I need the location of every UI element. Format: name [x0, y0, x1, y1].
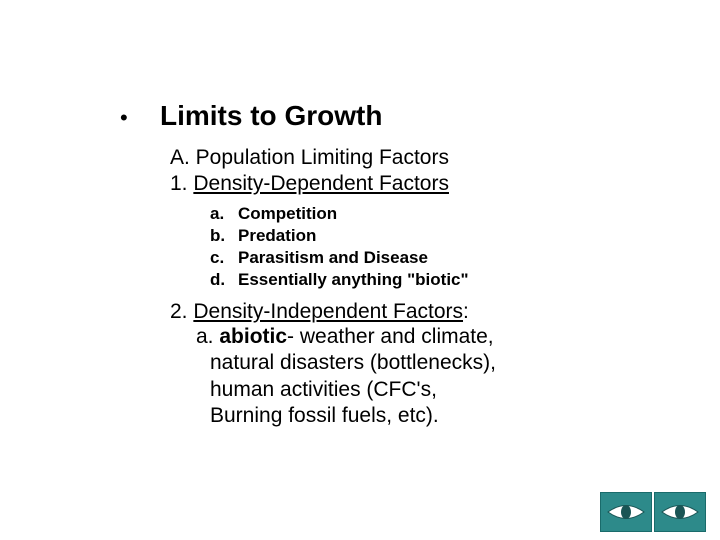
item-2a-line3: human activities (CFC's, [210, 377, 620, 403]
title-row: • Limits to Growth [110, 100, 620, 132]
sub-item: d. Essentially anything "biotic" [210, 270, 620, 290]
sub-text: Parasitism and Disease [238, 248, 428, 268]
nav-next-button[interactable] [654, 492, 706, 532]
sub-text: Essentially anything "biotic" [238, 270, 469, 290]
sub-text: Competition [238, 204, 337, 224]
item-2a-line1: a. abiotic- weather and climate, [196, 324, 620, 350]
sub-marker: d. [210, 270, 238, 290]
slide-title: Limits to Growth [160, 100, 382, 132]
bullet-marker: • [110, 105, 160, 131]
sub-marker: b. [210, 226, 238, 246]
item-2a-line4: Burning fossil fuels, etc). [210, 403, 620, 429]
slide-content: • Limits to Growth A. Population Limitin… [0, 0, 720, 429]
nav-prev-button[interactable] [600, 492, 652, 532]
item-2-colon: : [463, 300, 469, 323]
item-2a-bold: abiotic [219, 325, 287, 348]
item-1-text: Density-Dependent Factors [193, 172, 449, 195]
sub-marker: c. [210, 248, 238, 268]
item-2-text: Density-Independent Factors [193, 300, 463, 323]
section-a: A. Population Limiting Factors [170, 146, 620, 170]
item-1-prefix: 1. [170, 172, 193, 195]
sub-marker: a. [210, 204, 238, 224]
sub-list: a. Competition b. Predation c. Parasitis… [210, 204, 620, 290]
nav-icons [600, 492, 706, 532]
eye-right-icon [660, 499, 700, 525]
item-1: 1. Density-Dependent Factors [170, 172, 620, 196]
item-2a-rest: - weather and climate, [287, 325, 494, 348]
eye-left-icon [606, 499, 646, 525]
sub-item: b. Predation [210, 226, 620, 246]
sub-item: c. Parasitism and Disease [210, 248, 620, 268]
sub-text: Predation [238, 226, 316, 246]
item-2a-line2: natural disasters (bottlenecks), [210, 350, 620, 376]
item-2a-prefix: a. [196, 325, 219, 348]
item-2: 2. Density-Independent Factors: [170, 300, 620, 324]
item-2-prefix: 2. [170, 300, 193, 323]
sub-item: a. Competition [210, 204, 620, 224]
